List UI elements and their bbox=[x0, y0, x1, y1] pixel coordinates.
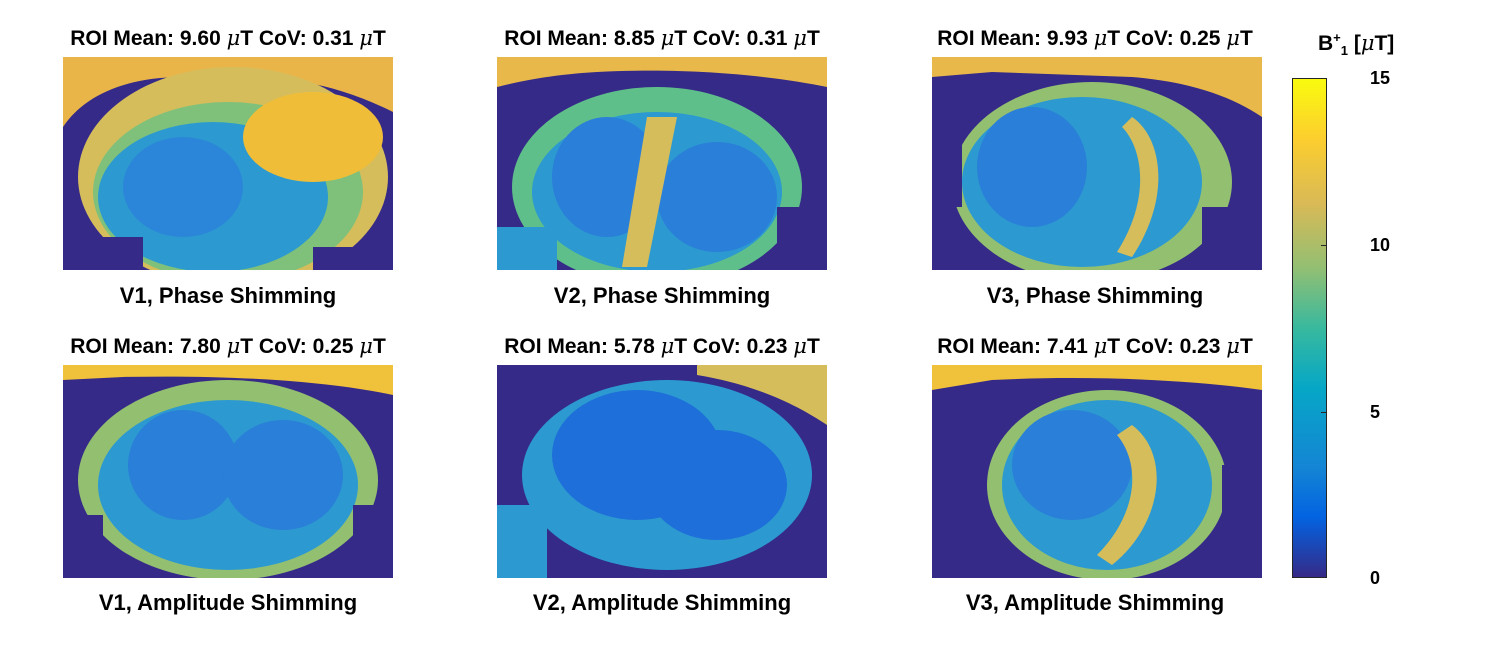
colorbar bbox=[1292, 78, 1327, 578]
panel-title-v3-amp: ROI Mean: 7.41 μT CoV: 0.23 μT bbox=[937, 334, 1253, 358]
b1-map-v1-phase bbox=[63, 57, 393, 270]
panel-title-v1-amp: ROI Mean: 7.80 μT CoV: 0.25 μT bbox=[70, 334, 386, 358]
panel-title-v3-phase: ROI Mean: 9.93 μT CoV: 0.25 μT bbox=[937, 26, 1253, 50]
colorbar-label: B+1 [μT] bbox=[1318, 30, 1395, 59]
colorbar-tick-mark-5 bbox=[1321, 412, 1327, 413]
panel-caption-v3-amp: V3, Amplitude Shimming bbox=[965, 590, 1225, 615]
panel-caption-v2-phase: V2, Phase Shimming bbox=[553, 283, 771, 308]
colorbar-tick-15: 15 bbox=[1370, 68, 1391, 88]
colorbar-tick-mark-15 bbox=[1321, 78, 1327, 79]
b1-map-v1-amp-image bbox=[63, 365, 393, 578]
b1-map-v1-amp bbox=[63, 365, 393, 578]
b1-map-v3-phase bbox=[932, 57, 1262, 270]
b1-map-v2-amp bbox=[497, 365, 827, 578]
panel-title-v2-amp: ROI Mean: 5.78 μT CoV: 0.23 μT bbox=[504, 334, 820, 358]
panel-caption-v1-amp: V1, Amplitude Shimming bbox=[98, 590, 358, 615]
b1-map-v2-phase bbox=[497, 57, 827, 270]
b1-map-v2-phase-image bbox=[497, 57, 827, 270]
colorbar-tick-5: 5 bbox=[1370, 402, 1381, 422]
b1-map-v3-amp-image bbox=[932, 365, 1262, 578]
panel-caption-v1-phase: V1, Phase Shimming bbox=[119, 283, 337, 308]
b1-map-v1-phase-image bbox=[63, 57, 393, 270]
b1-map-v3-amp bbox=[932, 365, 1262, 578]
b1-map-v3-phase-image bbox=[932, 57, 1262, 270]
panel-title-v1-phase: ROI Mean: 9.60 μT CoV: 0.31 μT bbox=[70, 26, 386, 50]
colorbar-tick-mark-10 bbox=[1321, 245, 1327, 246]
panel-caption-v2-amp: V2, Amplitude Shimming bbox=[532, 590, 792, 615]
panel-caption-v3-phase: V3, Phase Shimming bbox=[986, 283, 1204, 308]
panel-title-v2-phase: ROI Mean: 8.85 μT CoV: 0.31 μT bbox=[504, 26, 820, 50]
b1-map-v2-amp-image bbox=[497, 365, 827, 578]
colorbar-tick-10: 10 bbox=[1370, 235, 1391, 255]
colorbar-tick-0: 0 bbox=[1370, 568, 1381, 588]
